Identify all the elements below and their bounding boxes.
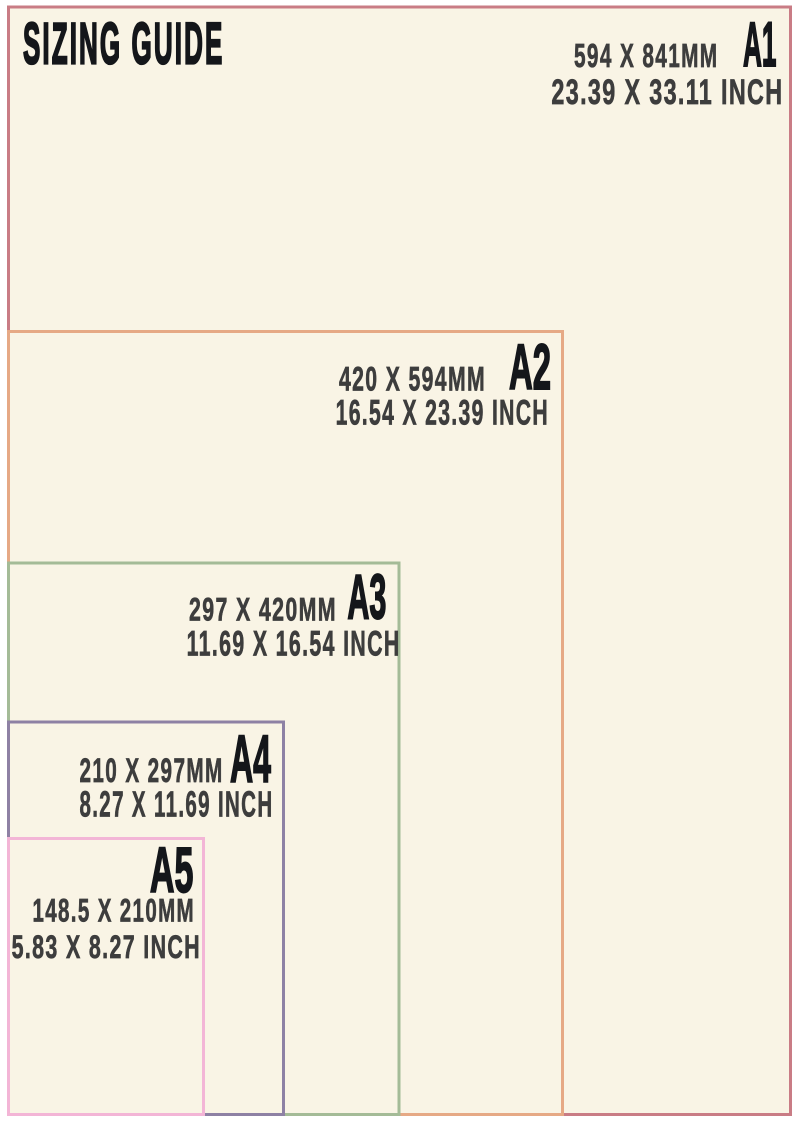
svg-text:A5: A5 bbox=[150, 834, 194, 906]
svg-text:11.69 X 16.54 INCH: 11.69 X 16.54 INCH bbox=[187, 625, 401, 664]
svg-text:594 X 841MM: 594 X 841MM bbox=[574, 38, 719, 76]
svg-text:148.5 X 210MM: 148.5 X 210MM bbox=[33, 892, 196, 928]
svg-text:420 X 594MM: 420 X 594MM bbox=[339, 361, 486, 399]
svg-text:A3: A3 bbox=[347, 563, 386, 633]
svg-text:5.83 X 8.27 INCH: 5.83 X 8.27 INCH bbox=[12, 929, 201, 966]
svg-text:A2: A2 bbox=[509, 331, 551, 403]
svg-text:210 X 297MM: 210 X 297MM bbox=[80, 752, 224, 790]
svg-text:A4: A4 bbox=[230, 722, 271, 797]
svg-text:SIZING GUIDE: SIZING GUIDE bbox=[23, 10, 224, 76]
svg-text:8.27 X 11.69 INCH: 8.27 X 11.69 INCH bbox=[80, 786, 274, 825]
svg-text:16.54 X 23.39 INCH: 16.54 X 23.39 INCH bbox=[336, 394, 549, 433]
svg-text:23.39 X 33.11 INCH: 23.39 X 33.11 INCH bbox=[551, 72, 783, 112]
svg-text:297 X 420MM: 297 X 420MM bbox=[189, 592, 337, 629]
svg-text:A1: A1 bbox=[743, 10, 777, 80]
